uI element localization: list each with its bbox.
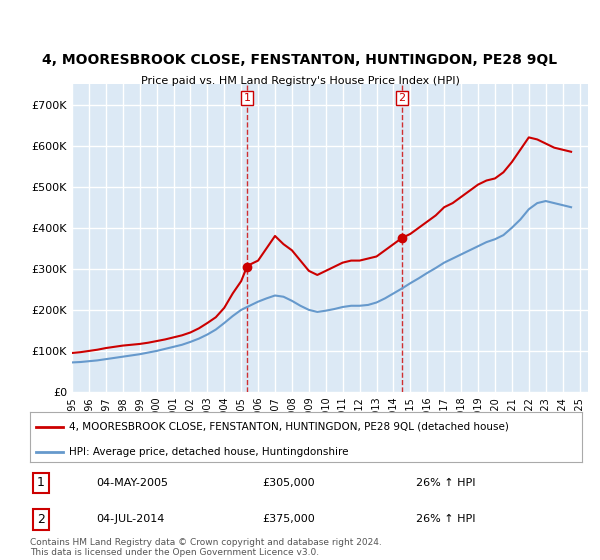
Text: HPI: Average price, detached house, Huntingdonshire: HPI: Average price, detached house, Hunt…: [68, 447, 348, 457]
Text: Price paid vs. HM Land Registry's House Price Index (HPI): Price paid vs. HM Land Registry's House …: [140, 76, 460, 86]
Text: 04-JUL-2014: 04-JUL-2014: [96, 515, 164, 524]
Text: 26% ↑ HPI: 26% ↑ HPI: [416, 478, 476, 488]
Text: 2: 2: [37, 513, 45, 526]
Text: 04-MAY-2005: 04-MAY-2005: [96, 478, 168, 488]
Text: 1: 1: [244, 93, 250, 103]
Text: £375,000: £375,000: [262, 515, 314, 524]
Text: 4, MOORESBROOK CLOSE, FENSTANTON, HUNTINGDON, PE28 9QL: 4, MOORESBROOK CLOSE, FENSTANTON, HUNTIN…: [43, 53, 557, 67]
Text: £305,000: £305,000: [262, 478, 314, 488]
Text: Contains HM Land Registry data © Crown copyright and database right 2024.
This d: Contains HM Land Registry data © Crown c…: [30, 538, 382, 557]
Text: 2: 2: [398, 93, 406, 103]
Text: 4, MOORESBROOK CLOSE, FENSTANTON, HUNTINGDON, PE28 9QL (detached house): 4, MOORESBROOK CLOSE, FENSTANTON, HUNTIN…: [68, 422, 509, 432]
Text: 1: 1: [37, 477, 45, 489]
Text: 26% ↑ HPI: 26% ↑ HPI: [416, 515, 476, 524]
